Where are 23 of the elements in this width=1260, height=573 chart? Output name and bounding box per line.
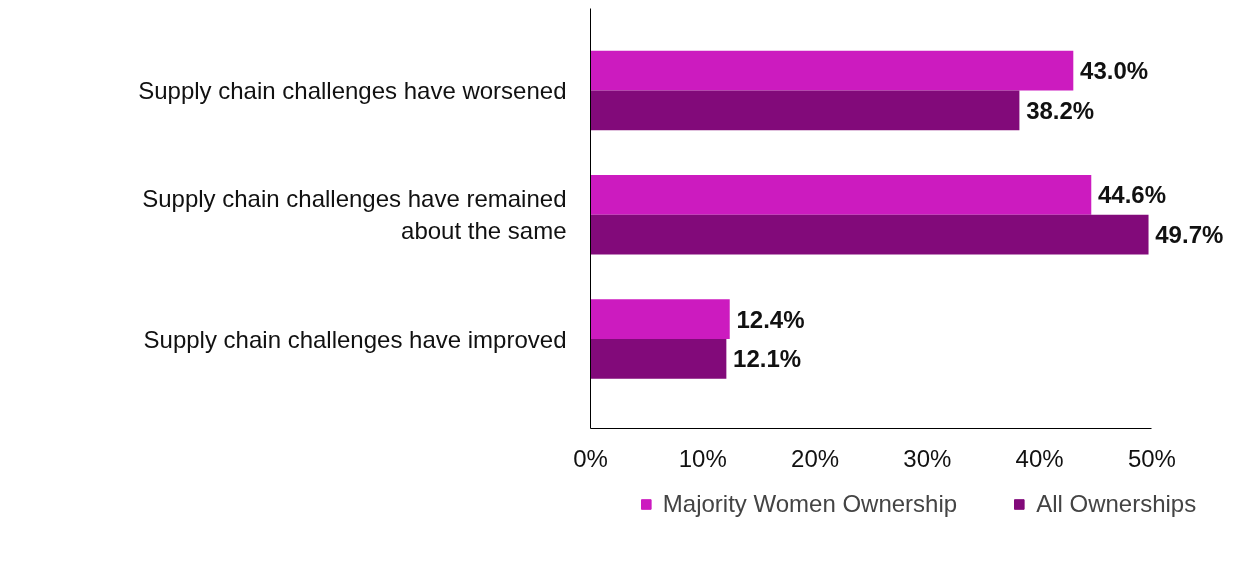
x-tick-label: 10% [678,444,727,472]
legend-label: All Ownerships [1036,490,1197,518]
bar [590,339,727,379]
bar [590,90,1020,131]
data-label: 44.6% [1098,181,1167,209]
data-label: 12.1% [733,345,802,373]
x-tick-label: 0% [573,444,608,472]
data-label: 12.4% [736,305,805,333]
legend-label: Majority Women Ownership [662,490,958,518]
data-label: 43.0% [1080,57,1149,85]
bar [590,175,1092,215]
bar [590,50,1074,91]
x-tick-label: 40% [1015,444,1064,472]
x-tick-label: 20% [791,444,840,472]
y-tick-label: Supply chain challenges have improved [143,325,567,353]
x-tick-label: 50% [1127,444,1176,472]
y-tick-label: Supply chain challenges have worsened [138,77,567,105]
data-label: 38.2% [1026,96,1095,124]
data-label: 49.7% [1155,221,1224,249]
y-tick-label: Supply chain challenges have remained about the same [142,185,567,245]
x-tick-label: 30% [903,444,952,472]
bar [590,299,730,340]
bar [590,214,1149,255]
